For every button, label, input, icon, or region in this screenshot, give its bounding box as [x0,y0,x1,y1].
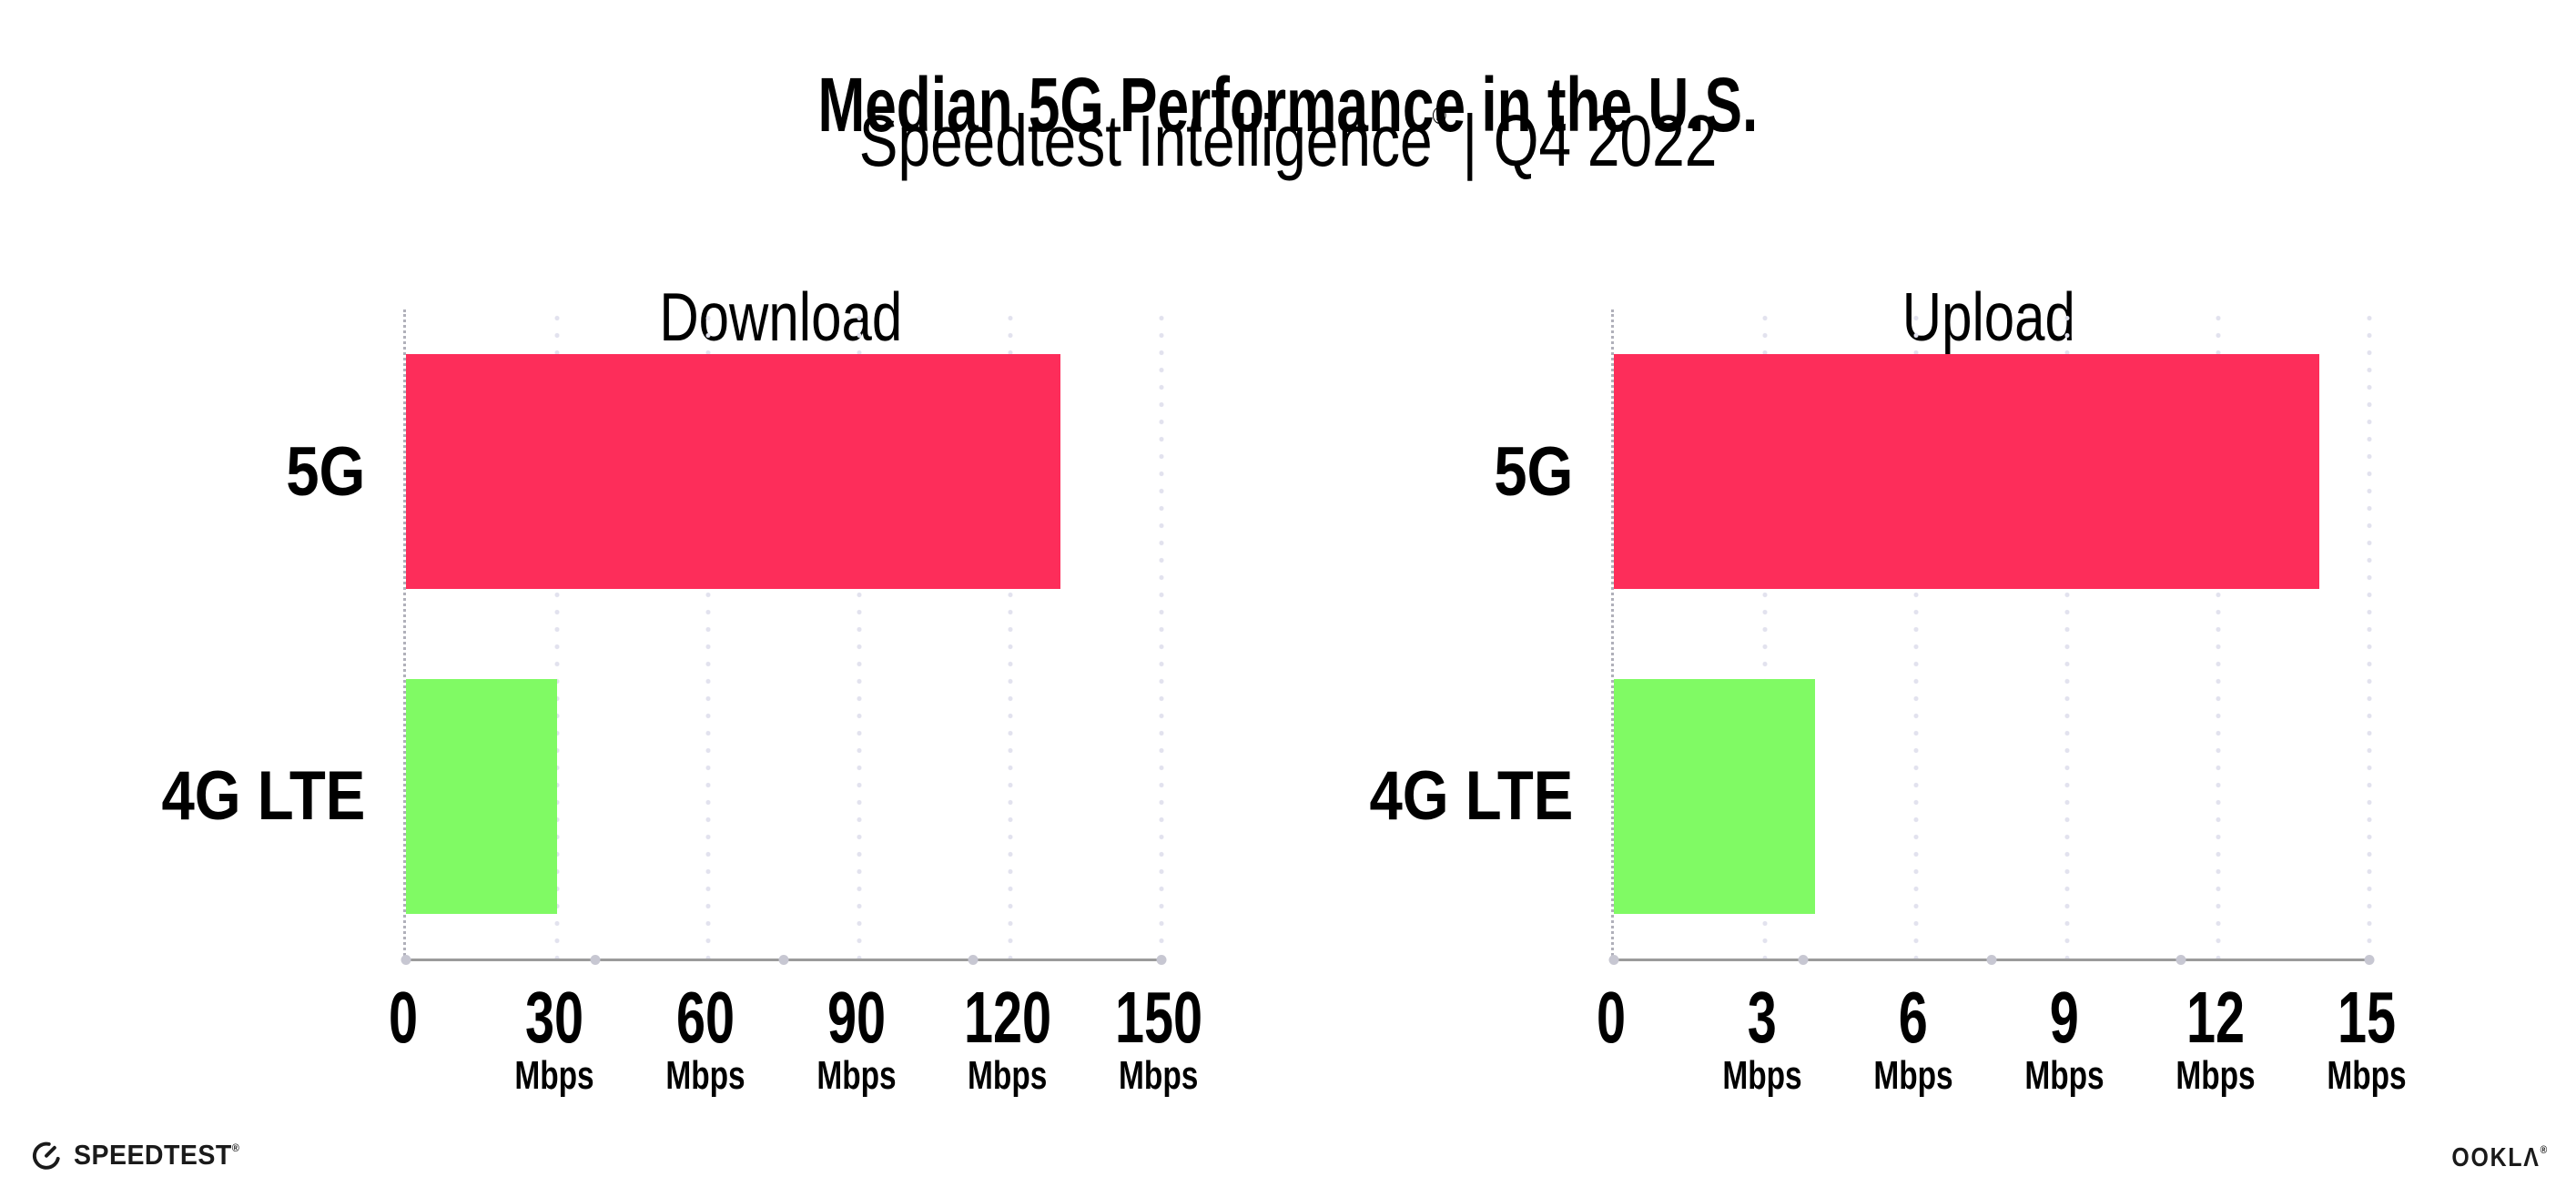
tick-unit [383,1056,424,1096]
bar-5g-download [406,354,1061,590]
axis-tick-dot [401,955,411,965]
registered-mark: ® [231,1141,240,1154]
band-5g [406,309,1161,634]
x-tick: 30 Mbps [502,977,607,1098]
x-tick: 15 Mbps [2315,977,2419,1098]
gridline [554,309,560,959]
gridline [1008,309,1013,959]
download-plot-area [401,309,1167,965]
subtitle-brand: Speedtest Intelligence [858,100,1433,181]
tick-number: 9 [2049,977,2080,1058]
axis-tick-dot [1608,955,1619,965]
upload-chart: Upload 5G 4G LTE 0 [1247,223,2407,1120]
gridline [1913,309,1919,959]
tick-unit [1591,1056,1632,1096]
axis-tick-dot [1986,955,1997,965]
y-axis-label-4g-lte: 4G LTE [161,757,365,836]
axis-tick-dot [590,955,600,965]
y-axis-label-4g-lte: 4G LTE [1369,757,1573,836]
tick-number: 60 [675,977,735,1058]
download-y-axis-labels: 5G 4G LTE [39,309,365,959]
subtitle-divider: | [1462,100,1478,181]
tick-unit: Mbps [968,1053,1048,1098]
x-tick: 9 Mbps [2013,977,2117,1098]
tick-number: 12 [2186,977,2246,1058]
gridline [1159,309,1164,959]
gridline [2064,309,2070,959]
registered-mark: ® [2540,1142,2549,1156]
bar-4g-lte-upload [1614,678,1816,914]
upload-x-axis: 0 3 Mbps 6 Mbps 9 Mbps 12 Mbps 15 Mbps [1597,977,2407,1120]
tick-number: 6 [1898,977,1929,1058]
tick-number: 30 [524,977,584,1058]
tick-number: 0 [1596,977,1627,1058]
gridline [857,309,862,959]
axis-tick-dot [1798,955,1808,965]
y-axis-label-5g: 5G [285,432,365,511]
download-x-axis: 0 30 Mbps 60 Mbps 90 Mbps 120 Mbps 150 M… [389,977,1202,1120]
upload-plot-area [1608,309,2375,965]
tick-unit: Mbps [1722,1053,1802,1098]
upload-chart-title: Upload [1902,279,2076,356]
axis-tick-dot [2175,955,2186,965]
gridline [705,309,711,959]
x-tick: 3 Mbps [1710,977,1815,1098]
bar-5g-upload [1614,354,2319,590]
tick-unit: Mbps [2024,1053,2104,1098]
x-tick: 12 Mbps [2164,977,2268,1098]
tick-number: 3 [1747,977,1778,1058]
x-tick: 60 Mbps [654,977,758,1098]
registered-mark: ® [1432,102,1446,129]
band-4g-lte [406,634,1161,959]
x-tick: 90 Mbps [805,977,909,1098]
tick-number: 15 [2337,977,2397,1058]
ookla-wordmark: OOKLΛ® [2451,1142,2549,1172]
y-axis-label-5g: 5G [1493,432,1573,511]
tick-unit: Mbps [1119,1053,1199,1098]
x-tick: 0 [1591,977,1632,1096]
tick-unit: Mbps [665,1053,745,1098]
tick-unit: Mbps [816,1053,897,1098]
gridline [2367,309,2372,959]
download-chart: Download 5G 4G LTE 0 [39,223,1202,1120]
tick-number: 90 [827,977,887,1058]
x-tick: 120 Mbps [947,977,1068,1098]
band-5g [1614,309,2369,634]
tick-number: 120 [963,977,1052,1058]
tick-unit: Mbps [2175,1053,2256,1098]
axis-tick-dot [1156,955,1167,965]
ookla-logo: OOKLΛ® [2436,1143,2549,1172]
axis-tick-dot [2364,955,2375,965]
tick-number: 0 [388,977,419,1058]
tick-unit: Mbps [514,1053,594,1098]
tick-unit: Mbps [2327,1053,2407,1098]
x-tick: 0 [383,977,424,1096]
upload-y-axis-labels: 5G 4G LTE [1247,309,1573,959]
axis-tick-dot [778,955,789,965]
speedtest-wordmark: SPEEDTEST® [74,1139,240,1171]
gridline [2216,309,2221,959]
download-chart-title: Download [659,279,903,356]
axis-tick-dot [968,955,978,965]
band-4g-lte [1614,634,2369,959]
x-tick: 150 Mbps [1098,977,1219,1098]
speedtest-logo: SPEEDTEST® [31,1139,254,1172]
subtitle-period: Q4 2022 [1493,100,1718,181]
page-title: Median 5G Performance in the U.S. [817,62,1759,148]
gridline [1762,309,1768,959]
bar-4g-lte-download [406,678,557,914]
tick-unit: Mbps [1873,1053,1953,1098]
x-tick: 6 Mbps [1861,977,1966,1098]
page-subtitle: Speedtest Intelligence® | Q4 2022 [0,100,2576,182]
speedtest-gauge-icon [31,1140,62,1171]
tick-number: 150 [1114,977,1203,1058]
